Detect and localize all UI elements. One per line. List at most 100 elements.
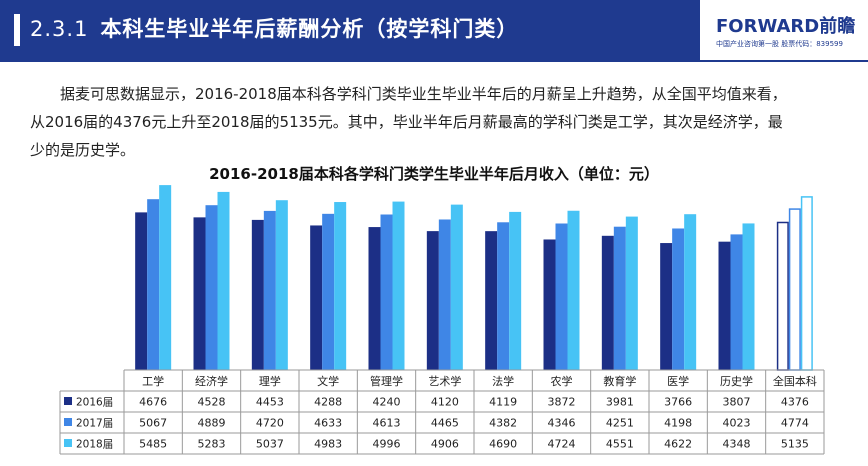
bar-医学-2016届: [660, 243, 673, 370]
data-label: 4720: [256, 417, 284, 430]
bar-农学-2016届: [543, 239, 556, 370]
bar-医学-2018届: [684, 214, 697, 370]
bar-管理学-2018届: [392, 201, 405, 370]
data-label: 4633: [314, 417, 342, 430]
bar-经济学-2017届: [205, 205, 218, 370]
data-label: 4251: [606, 417, 634, 430]
bar-历史学-2016届: [718, 241, 731, 370]
bar-教育学-2018届: [625, 216, 638, 370]
section-title: 本科生毕业半年后薪酬分析（按学科门类）: [100, 17, 519, 41]
data-label: 4996: [373, 438, 401, 451]
header-bar: [0, 0, 700, 60]
data-label: 4724: [548, 438, 576, 451]
category-label: 管理学: [370, 374, 403, 388]
data-label: 4676: [139, 396, 167, 409]
data-label: 4906: [431, 438, 459, 451]
data-label: 4240: [373, 396, 401, 409]
data-label: 4120: [431, 396, 459, 409]
data-label: 4119: [489, 396, 517, 409]
data-label: 3981: [606, 396, 634, 409]
bar-管理学-2016届: [368, 227, 381, 370]
bar-历史学-2018届: [742, 223, 755, 370]
category-label: 理学: [259, 374, 281, 388]
category-label: 工学: [142, 374, 164, 388]
bar-农学-2018届: [567, 210, 580, 370]
data-label: 5135: [781, 438, 809, 451]
brand-logo: FORWARD前瞻 中国产业咨询第一股 股票代码：839599: [716, 12, 864, 49]
section-number: 2.3.1: [30, 17, 89, 41]
data-label: 4288: [314, 396, 342, 409]
data-label: 4023: [723, 417, 751, 430]
data-label: 4622: [664, 438, 692, 451]
bar-管理学-2017届: [380, 214, 393, 370]
bar-文学-2018届: [334, 202, 347, 370]
bar-理学-2017届: [263, 210, 276, 370]
bar-文学-2016届: [310, 225, 323, 370]
data-label: 3807: [723, 396, 751, 409]
bar-经济学-2018届: [217, 191, 230, 370]
bar-医学-2017届: [672, 228, 685, 370]
description-paragraph: 据麦可思数据显示，2016-2018届本科各学科门类毕业生毕业半年后的月薪呈上升…: [30, 80, 860, 164]
bar-全国本科-2018届: [800, 196, 813, 371]
legend-swatch: [64, 397, 72, 405]
category-label: 教育学: [603, 374, 636, 388]
data-label: 4690: [489, 438, 517, 451]
bar-法学-2016届: [485, 231, 498, 370]
data-label: 4774: [781, 417, 809, 430]
data-label: 4613: [373, 417, 401, 430]
bar-法学-2017届: [497, 222, 510, 370]
header: 2.3.1 本科生毕业半年后薪酬分析（按学科门类） FORWARD前瞻 中国产业咨…: [0, 0, 868, 60]
data-label: 4528: [198, 396, 226, 409]
category-label: 历史学: [720, 374, 753, 388]
bar-工学-2018届: [159, 185, 172, 370]
bar-教育学-2017届: [613, 226, 626, 370]
category-label: 农学: [551, 374, 573, 388]
category-label: 文学: [317, 374, 339, 388]
paragraph-line-1: 据麦可思数据显示，2016-2018届本科各学科门类毕业生毕业半年后的月薪呈上升…: [60, 85, 787, 103]
data-label: 3766: [664, 396, 692, 409]
bar-理学-2016届: [251, 219, 264, 370]
data-label: 4453: [256, 396, 284, 409]
data-label: 5485: [139, 438, 167, 451]
data-label: 4376: [781, 396, 809, 409]
data-label: 3872: [548, 396, 576, 409]
bar-农学-2017届: [555, 223, 568, 370]
paragraph-line-2: 从2016届的4376元上升至2018届的5135元。其中，毕业半年后月薪最高的…: [30, 113, 783, 131]
page-title: 2.3.1 本科生毕业半年后薪酬分析（按学科门类）: [30, 13, 518, 43]
logo-subtitle: 中国产业咨询第一股 股票代码：839599: [716, 40, 843, 48]
bar-经济学-2016届: [193, 217, 206, 370]
bar-法学-2018届: [509, 211, 522, 370]
header-accent: [14, 14, 20, 46]
bar-艺术学-2016届: [426, 231, 439, 370]
data-label: 4983: [314, 438, 342, 451]
header-divider: [0, 60, 868, 62]
category-label: 经济学: [195, 374, 228, 388]
category-label: 法学: [492, 374, 514, 388]
legend-label: 2017届: [76, 418, 113, 430]
data-label: 4465: [431, 417, 459, 430]
legend-label: 2018届: [76, 439, 113, 451]
data-label: 4198: [664, 417, 692, 430]
bar-理学-2018届: [275, 200, 288, 370]
data-label: 4348: [723, 438, 751, 451]
data-label: 4382: [489, 417, 517, 430]
bar-全国本科-2017届: [788, 208, 801, 371]
bar-历史学-2017届: [730, 234, 743, 370]
category-label: 医学: [667, 374, 689, 388]
data-label: 5283: [198, 438, 226, 451]
data-label: 5037: [256, 438, 284, 451]
data-label: 4346: [548, 417, 576, 430]
bar-艺术学-2018届: [450, 204, 463, 370]
bar-全国本科-2016届: [776, 221, 789, 371]
bar-艺术学-2017届: [438, 219, 451, 370]
category-label: 艺术学: [428, 374, 461, 388]
paragraph-line-3: 少的是历史学。: [30, 141, 136, 159]
chart-title: 2016-2018届本科各学科门类学生毕业半年后月收入（单位：元）: [209, 165, 659, 183]
category-label: 全国本科: [773, 374, 817, 388]
legend-swatch: [64, 418, 72, 426]
bar-文学-2017届: [322, 213, 335, 370]
bar-工学-2017届: [147, 199, 160, 370]
data-label: 4551: [606, 438, 634, 451]
legend-label: 2016届: [76, 397, 113, 409]
